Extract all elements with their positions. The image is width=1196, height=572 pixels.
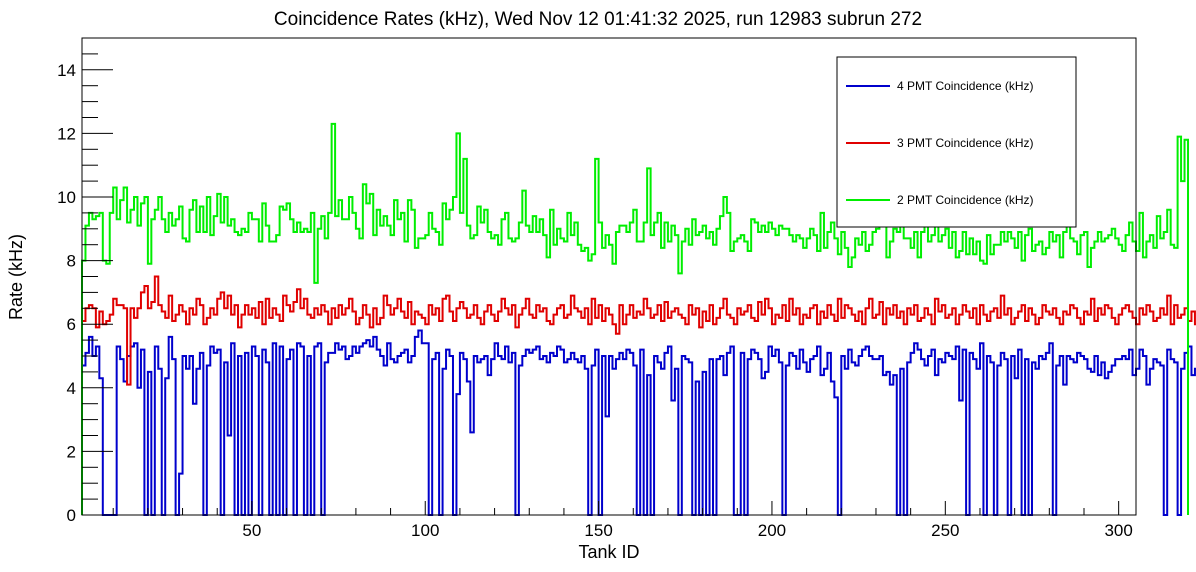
x-tick-label: 300 <box>1104 521 1132 540</box>
y-tick-label: 12 <box>57 124 76 143</box>
y-tick-label: 8 <box>67 252 76 271</box>
chart-title: Coincidence Rates (kHz), Wed Nov 12 01:4… <box>274 9 922 30</box>
x-tick-label: 200 <box>758 521 786 540</box>
legend-label: 4 PMT Coincidence (kHz) <box>897 79 1034 93</box>
y-axis-label: Rate (kHz) <box>6 234 26 320</box>
y-tick-label: 2 <box>67 442 76 461</box>
y-tick-label: 4 <box>67 379 76 398</box>
x-tick-label: 50 <box>242 521 261 540</box>
legend: 4 PMT Coincidence (kHz) 3 PMT Coincidence… <box>836 56 1077 228</box>
x-axis-label: Tank ID <box>578 542 639 562</box>
y-tick-label: 0 <box>67 506 76 525</box>
legend-label: 2 PMT Coincidence (kHz) <box>897 193 1034 207</box>
y-tick-label: 6 <box>67 315 76 334</box>
legend-entries: 4 PMT Coincidence (kHz) 3 PMT Coincidence… <box>846 79 1034 207</box>
x-tick-label: 250 <box>931 521 959 540</box>
y-tick-label: 10 <box>57 188 76 207</box>
y-tick-label: 14 <box>57 61 76 80</box>
x-tick-label: 150 <box>584 521 612 540</box>
axes-layer: 0 2 4 6 8 10 12 14 50 100 150 200 250 300 <box>57 37 1133 540</box>
legend-label: 3 PMT Coincidence (kHz) <box>897 136 1034 150</box>
series-line-3 <box>81 122 1190 515</box>
x-tick-label: 100 <box>411 521 439 540</box>
series-line-2 <box>81 275 1196 515</box>
